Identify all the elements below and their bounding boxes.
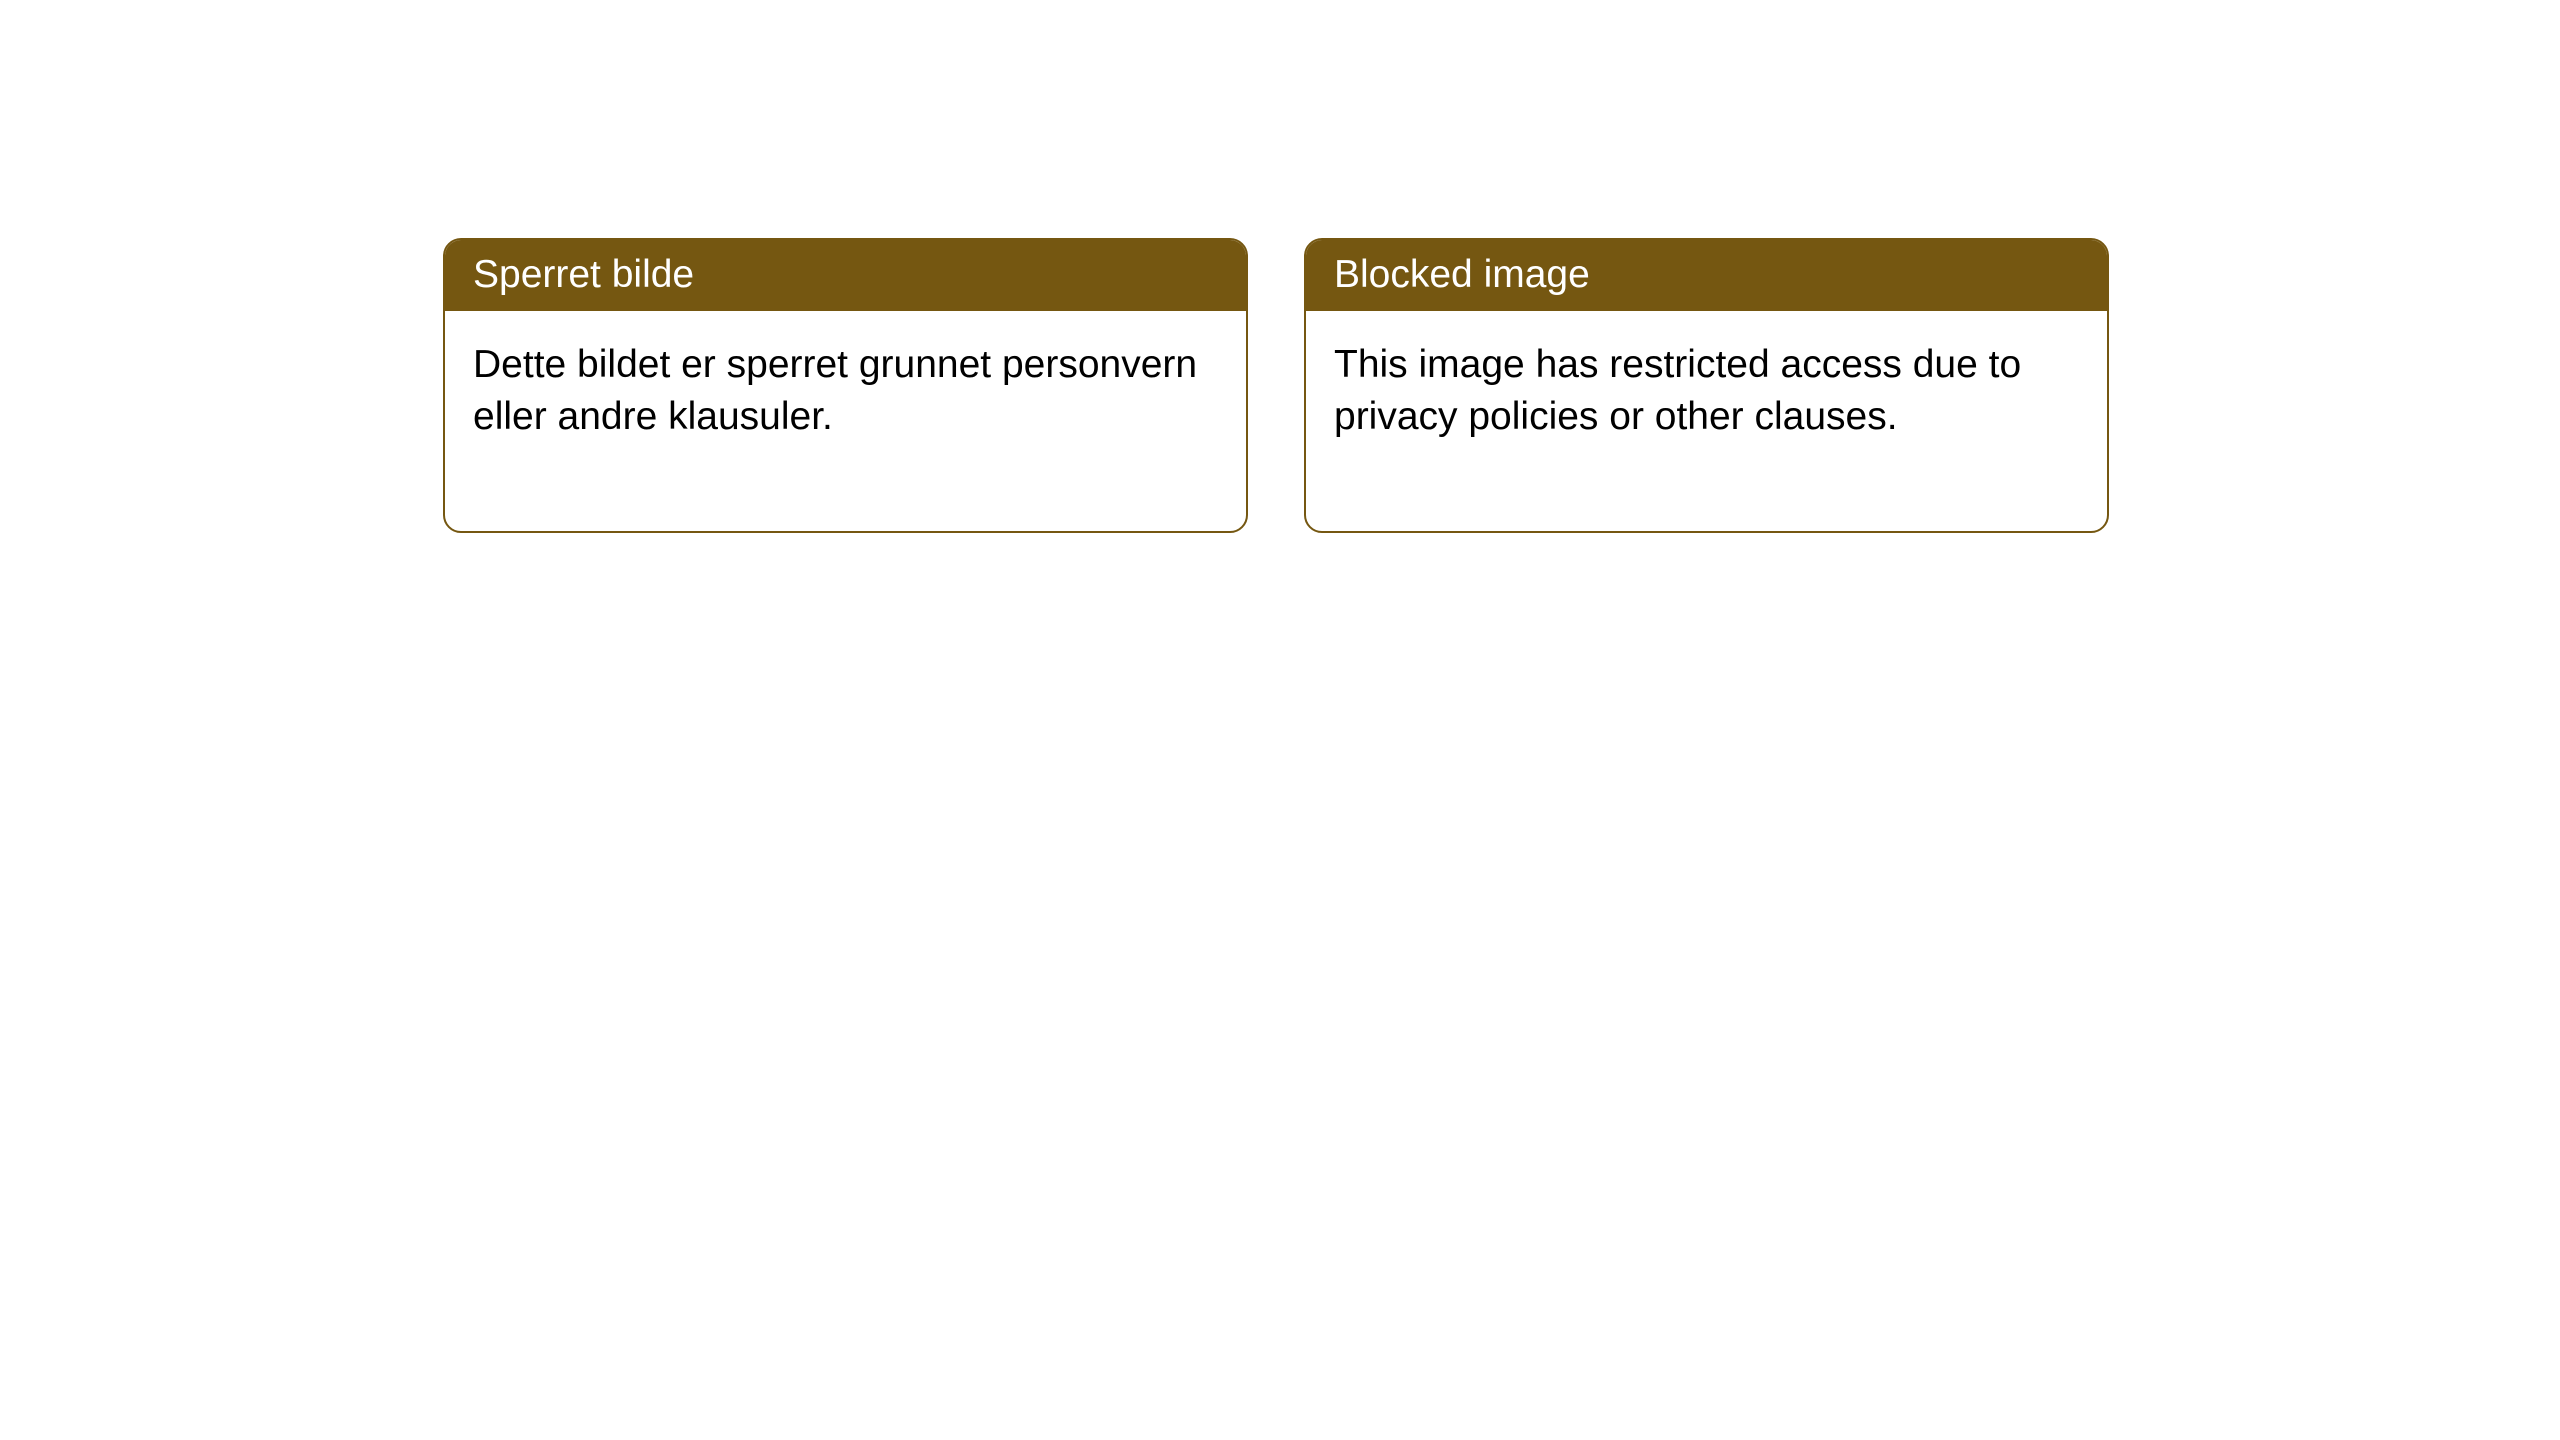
card-message: Dette bildet er sperret grunnet personve… [473, 343, 1197, 438]
notice-cards-container: Sperret bilde Dette bildet er sperret gr… [443, 238, 2109, 533]
card-body: Dette bildet er sperret grunnet personve… [445, 311, 1246, 531]
card-body: This image has restricted access due to … [1306, 311, 2107, 531]
card-message: This image has restricted access due to … [1334, 343, 2021, 438]
notice-card-english: Blocked image This image has restricted … [1304, 238, 2109, 533]
card-header: Sperret bilde [445, 240, 1246, 311]
card-title: Sperret bilde [473, 253, 694, 296]
notice-card-norwegian: Sperret bilde Dette bildet er sperret gr… [443, 238, 1248, 533]
card-header: Blocked image [1306, 240, 2107, 311]
card-title: Blocked image [1334, 253, 1590, 296]
